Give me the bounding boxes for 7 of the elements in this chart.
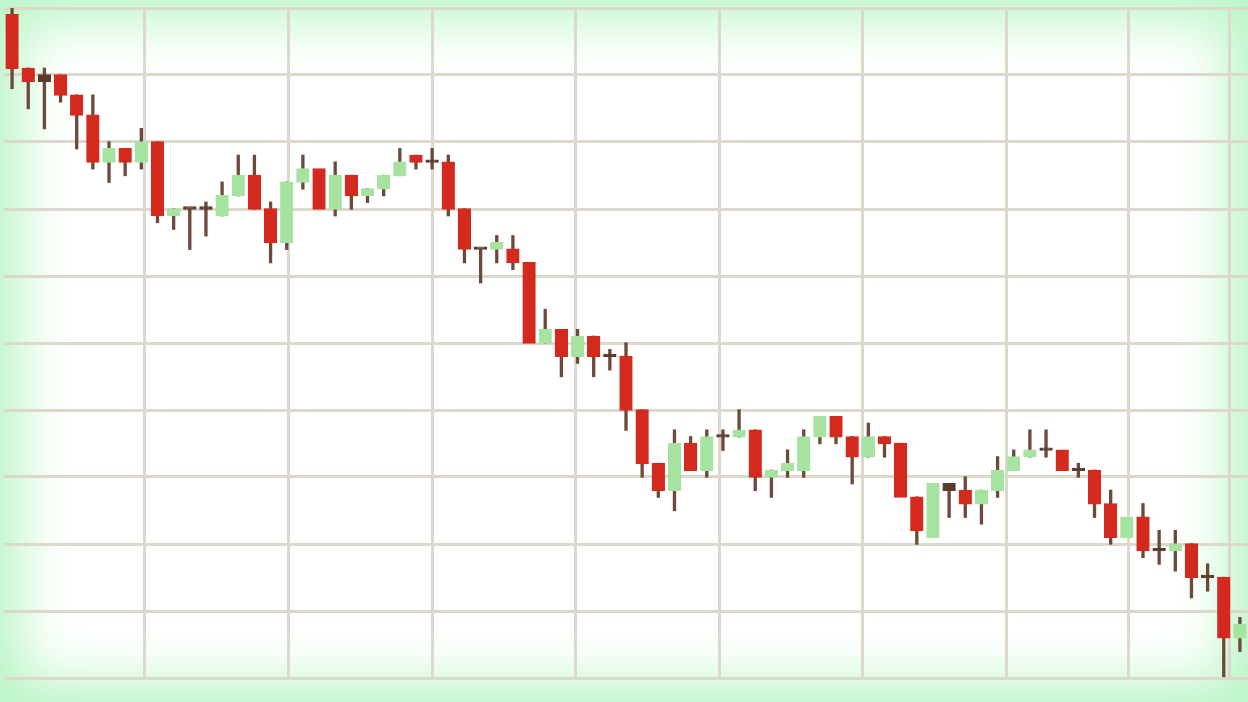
candlestick xyxy=(199,201,213,237)
candlestick xyxy=(312,168,326,210)
candlestick xyxy=(522,261,536,344)
candlestick xyxy=(942,483,956,518)
candlestick xyxy=(926,483,940,538)
candlestick xyxy=(425,148,439,170)
candlestick xyxy=(1023,429,1037,458)
